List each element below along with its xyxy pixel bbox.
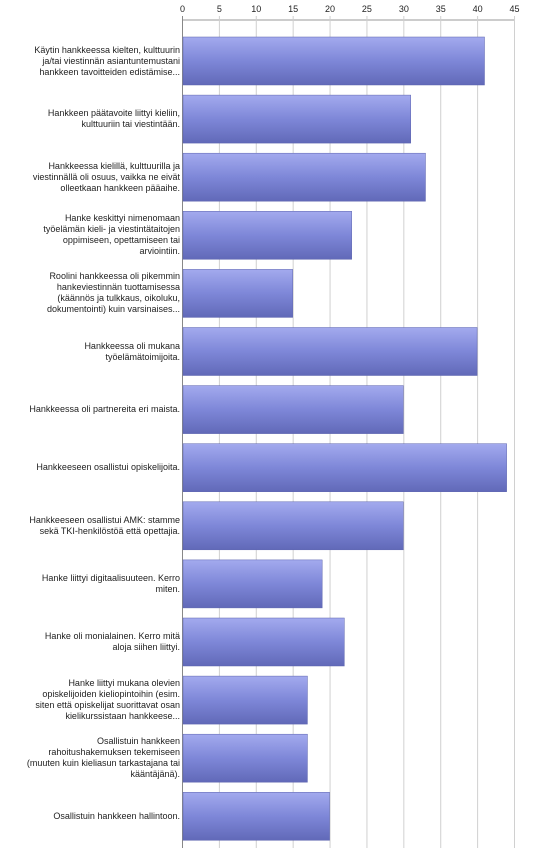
- bar: [182, 94, 411, 144]
- bar: [182, 152, 426, 202]
- bar: [182, 327, 478, 376]
- x-tick-label: 45: [509, 4, 519, 14]
- category-label: Käytin hankkeessa kielten, kulttuurin ja…: [34, 44, 180, 77]
- bar: [182, 211, 352, 260]
- category-label: Hanke liittyi digitaalisuuteen. Kerro mi…: [41, 572, 180, 594]
- x-tick-label: 0: [180, 4, 185, 14]
- category-label: Osallistuin hankkeen hallintoon.: [53, 810, 180, 821]
- category-label: Hanke keskittyi nimenomaan työelämän kie…: [43, 213, 180, 257]
- category-label: Osallistuin hankkeen rahoitushakemuksen …: [26, 736, 180, 780]
- x-tick-label: 5: [217, 4, 222, 14]
- x-tick-label: 35: [436, 4, 446, 14]
- bar: [182, 675, 308, 725]
- x-tick-label: 10: [251, 4, 261, 14]
- bars: [182, 36, 507, 841]
- x-tick-label: 15: [288, 4, 298, 14]
- category-label: Roolini hankkeessa oli pikemmin hankevie…: [46, 271, 180, 315]
- bar: [182, 733, 308, 783]
- bar: [182, 385, 404, 434]
- category-label: Hankkeessa oli mukana työelämätoimijoita…: [84, 340, 180, 362]
- bar: [182, 443, 507, 492]
- bar: [182, 617, 345, 667]
- x-axis-ticks: 0 5 10 15 20 25 30 35 40 45: [180, 4, 520, 14]
- bar: [182, 559, 323, 609]
- category-label: Hankkeen päätavoite liittyi kieliin, kul…: [47, 108, 180, 130]
- category-label: Hanke liittyi mukana olevien opiskelijoi…: [35, 678, 180, 722]
- category-label: Hankkeessa oli partnereita eri maista.: [29, 404, 180, 415]
- x-tick-label: 30: [399, 4, 409, 14]
- x-tick-label: 25: [362, 4, 372, 14]
- x-tick-label: 20: [325, 4, 335, 14]
- bar: [182, 36, 485, 86]
- bar: [182, 792, 330, 841]
- category-label: Hanke oli monialainen. Kerro mitä aloja …: [44, 631, 180, 652]
- category-label: Hankkeeseen osallistui opiskelijoita.: [36, 462, 180, 473]
- bar: [182, 501, 404, 551]
- x-tick-label: 40: [473, 4, 483, 14]
- category-label: Hankkeessa kielillä, kulttuurilla ja vie…: [32, 160, 180, 193]
- category-label: Hankkeeseen osallistui AMK: stamme sekä …: [29, 514, 180, 536]
- bar: [182, 269, 293, 318]
